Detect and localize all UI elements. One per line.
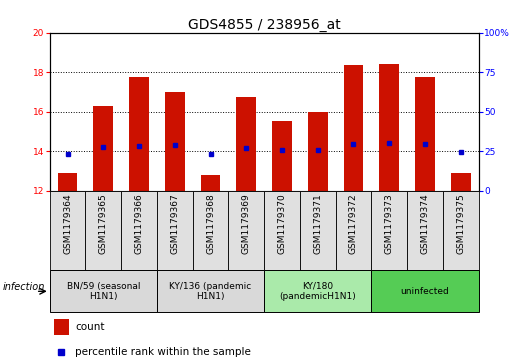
Bar xyxy=(50,270,157,312)
Text: GSM1179365: GSM1179365 xyxy=(99,193,108,254)
Text: GSM1179364: GSM1179364 xyxy=(63,193,72,254)
Bar xyxy=(443,191,479,270)
Bar xyxy=(451,173,471,191)
Bar xyxy=(407,191,443,270)
Bar xyxy=(371,191,407,270)
Bar xyxy=(300,191,336,270)
Bar xyxy=(58,173,77,191)
Text: GSM1179373: GSM1179373 xyxy=(385,193,394,254)
Bar xyxy=(236,97,256,191)
Bar xyxy=(229,191,264,270)
Text: KY/180
(pandemicH1N1): KY/180 (pandemicH1N1) xyxy=(279,282,356,301)
Text: GSM1179374: GSM1179374 xyxy=(420,193,429,254)
Text: GSM1179370: GSM1179370 xyxy=(278,193,287,254)
Title: GDS4855 / 238956_at: GDS4855 / 238956_at xyxy=(188,18,340,32)
Text: GSM1179369: GSM1179369 xyxy=(242,193,251,254)
Bar xyxy=(379,64,399,191)
Bar xyxy=(85,191,121,270)
Bar xyxy=(157,191,192,270)
Text: GSM1179375: GSM1179375 xyxy=(456,193,465,254)
Bar xyxy=(54,319,69,335)
Bar xyxy=(272,122,292,191)
Bar xyxy=(157,270,264,312)
Text: KY/136 (pandemic
H1N1): KY/136 (pandemic H1N1) xyxy=(169,282,252,301)
Bar xyxy=(94,106,113,191)
Text: infection: infection xyxy=(3,282,45,292)
Bar xyxy=(415,77,435,191)
Text: GSM1179368: GSM1179368 xyxy=(206,193,215,254)
Text: count: count xyxy=(75,322,105,333)
Text: GSM1179366: GSM1179366 xyxy=(134,193,143,254)
Bar xyxy=(344,65,363,191)
Text: uninfected: uninfected xyxy=(401,287,449,296)
Bar xyxy=(121,191,157,270)
Text: GSM1179367: GSM1179367 xyxy=(170,193,179,254)
Bar xyxy=(192,191,229,270)
Bar xyxy=(336,191,371,270)
Text: GSM1179372: GSM1179372 xyxy=(349,193,358,254)
Bar xyxy=(264,191,300,270)
Bar xyxy=(129,77,149,191)
Bar xyxy=(264,270,371,312)
Bar xyxy=(201,175,220,191)
Bar xyxy=(50,191,85,270)
Text: GSM1179371: GSM1179371 xyxy=(313,193,322,254)
Text: BN/59 (seasonal
H1N1): BN/59 (seasonal H1N1) xyxy=(66,282,140,301)
Text: percentile rank within the sample: percentile rank within the sample xyxy=(75,347,251,357)
Bar xyxy=(165,92,185,191)
Bar xyxy=(371,270,479,312)
Bar xyxy=(308,112,327,191)
